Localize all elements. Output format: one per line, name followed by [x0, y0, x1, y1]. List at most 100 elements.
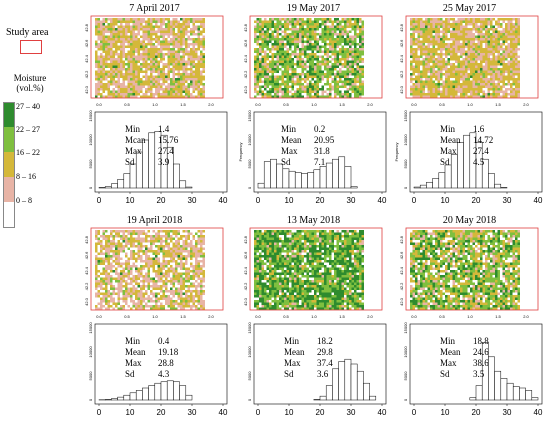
hist-x-tick-label: 40 — [534, 196, 543, 205]
moisture-map: 0.0 0.5 1.0 1.5 2.0 42.8 42.6 42.4 42.2 42.0 — [399, 227, 539, 319]
stat-value: 19.18 — [158, 347, 179, 357]
hist-y-axis-label: Frequency — [238, 143, 243, 162]
histogram-bar — [173, 381, 180, 401]
histogram-bar — [457, 142, 464, 189]
hist-y-tick-label: 0 — [88, 398, 93, 401]
histogram-bar — [173, 163, 180, 189]
moisture-histogram: 0 10 20 30 40 0 5000 10000 15000 — [247, 322, 387, 417]
legend-swatch-8-16 — [4, 177, 14, 202]
map-y-tick: 42.4 — [399, 54, 404, 63]
legend: Study area Moisture (vol.%) 27 – 40 22 –… — [0, 0, 72, 260]
hist-x-tick-label: 0 — [97, 196, 102, 205]
map-x-tick: 2.0 — [367, 314, 373, 319]
stat-value: 7.1 — [314, 157, 326, 167]
hist-y-tick-label: 15000 — [247, 110, 252, 122]
map-y-tick: 42.8 — [399, 235, 404, 244]
map-y-tick: 42.8 — [84, 23, 89, 32]
stat-value: 29.8 — [317, 347, 333, 357]
map-y-tick: 42.6 — [399, 39, 404, 48]
histogram-bar — [123, 173, 131, 189]
histogram-bar — [282, 168, 290, 189]
histogram-bar — [160, 381, 168, 401]
hist-y-axis-label: Frequency — [394, 143, 399, 162]
map-x-tick: 0.0 — [96, 314, 102, 319]
stat-value: 4.3 — [158, 369, 170, 379]
panel-title: 19 May 2017 — [286, 3, 341, 14]
histogram-bar — [123, 394, 131, 401]
moisture-histogram: 0 10 20 30 40 0 5000 10000 15000 — [403, 322, 543, 417]
map-x-tick: 2.0 — [523, 314, 529, 319]
moisture-map: 0.0 0.5 1.0 1.5 2.0 42.8 42.6 42.4 42.2 42.0 — [243, 15, 383, 107]
map-y-tick: 42.6 — [399, 251, 404, 260]
map-x-tick: 0.0 — [411, 102, 417, 107]
stat-value: 0.4 — [158, 336, 170, 346]
histogram-bar — [104, 186, 112, 189]
histogram-bar — [301, 173, 308, 189]
stat-value: 1.6 — [473, 124, 485, 134]
stat-label: Sd — [440, 157, 450, 167]
map-x-tick: 1.5 — [180, 102, 186, 107]
histogram-bar — [111, 183, 118, 189]
map-x-tick: 0.0 — [411, 314, 417, 319]
panel-3: 19 April 2018 0.0 0.5 1.0 1.5 2.0 42.8 42.6 42.4… — [77, 212, 232, 422]
map-y-tick: 42.8 — [84, 235, 89, 244]
histogram-bar — [494, 183, 502, 189]
panel-0: 7 April 2017 0.0 0.5 1.0 1.5 2.0 42.8 42.6 42.4 4… — [77, 0, 232, 210]
hist-y-tick-label: 5000 — [403, 371, 408, 381]
hist-y-tick-label: 15000 — [247, 322, 252, 334]
stat-value: 28.8 — [158, 358, 174, 368]
hist-x-tick-label: 20 — [157, 408, 166, 417]
map-y-tick: 42.8 — [399, 23, 404, 32]
stat-label: Max — [125, 358, 142, 368]
hist-y-tick-label: 10000 — [247, 346, 252, 358]
histogram-bar — [294, 172, 302, 189]
histogram-bar — [413, 186, 421, 189]
moisture-map: 0.0 0.5 1.0 1.5 2.0 42.8 42.6 42.4 42.2 42.0 — [399, 15, 539, 107]
legend-label-22-27: 22 – 27 — [16, 125, 40, 134]
stat-value: 38.6 — [473, 358, 489, 368]
map-y-tick: 42.0 — [399, 297, 404, 306]
histogram-bar — [512, 386, 520, 401]
histogram-bar — [325, 162, 333, 189]
moisture-map: 0.0 0.5 1.0 1.5 2.0 42.8 42.6 42.4 42.2 42.0 — [84, 227, 224, 319]
stat-label: Max — [440, 146, 457, 156]
stat-label: Min — [125, 336, 141, 346]
panel-title: 20 May 2018 — [442, 215, 497, 226]
map-x-tick: 2.0 — [208, 314, 214, 319]
hist-y-tick-label: 15000 — [403, 110, 408, 122]
map-pixels — [254, 18, 364, 98]
stat-value: 3.9 — [158, 157, 170, 167]
map-y-tick: 42.8 — [243, 235, 248, 244]
map-x-tick: 0.5 — [283, 102, 289, 107]
hist-x-tick-label: 30 — [188, 408, 197, 417]
histogram-bar — [332, 158, 339, 189]
map-y-tick: 42.2 — [243, 282, 248, 291]
hist-x-tick-label: 30 — [503, 408, 512, 417]
map-y-tick: 42.6 — [243, 251, 248, 260]
hist-x-tick-label: 20 — [472, 408, 481, 417]
hist-y-tick-label: 10000 — [88, 346, 93, 358]
histogram-bar — [488, 173, 495, 189]
hist-x-tick-label: 30 — [188, 196, 197, 205]
stat-value: 20.95 — [314, 135, 335, 145]
panel-title: 25 May 2017 — [442, 3, 497, 14]
legend-swatch-column — [3, 102, 15, 228]
hist-y-tick-label: 0 — [247, 186, 252, 189]
legend-swatch-22-27 — [4, 127, 14, 152]
map-x-tick: 1.0 — [152, 102, 158, 107]
map-pixels — [95, 18, 205, 98]
map-y-tick: 42.2 — [399, 70, 404, 79]
map-x-tick: 1.5 — [495, 102, 501, 107]
moisture-histogram: 0 10 20 30 40 0 5000 10000 15000 — [88, 322, 228, 417]
legend-swatch-16-22 — [4, 152, 14, 177]
histogram-bar — [142, 139, 149, 189]
hist-y-tick-label: 5000 — [88, 159, 93, 169]
hist-y-tick-label: 10000 — [247, 134, 252, 146]
map-pixels — [254, 230, 364, 310]
histogram-bar — [432, 178, 440, 189]
histogram-bar — [419, 184, 427, 189]
legend-label-27-40: 27 – 40 — [16, 102, 40, 111]
hist-x-tick-label: 40 — [378, 196, 387, 205]
legend-label-8-16: 8 – 16 — [16, 172, 36, 181]
histogram-bar — [148, 132, 156, 189]
